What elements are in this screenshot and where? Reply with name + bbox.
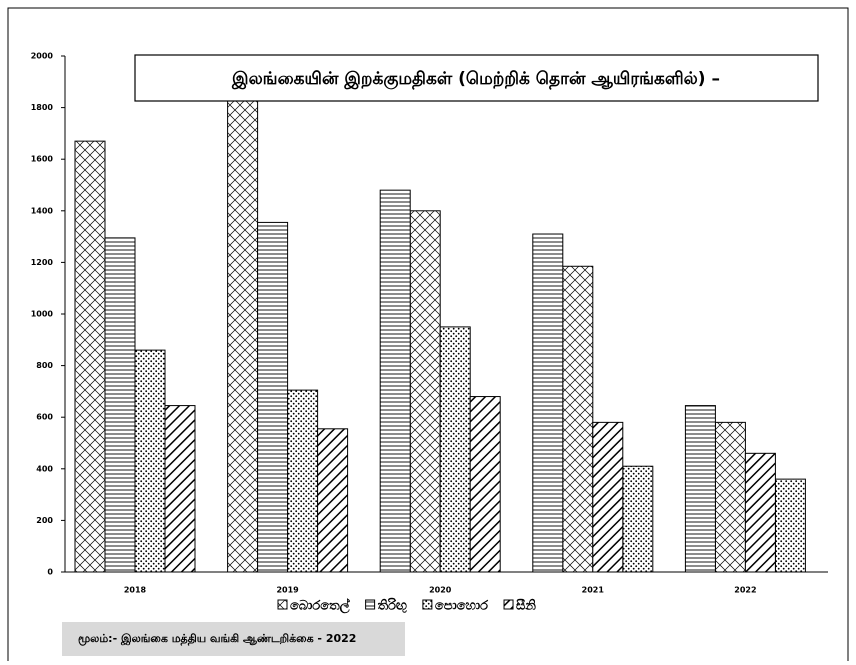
x-tick-label: 2020	[429, 586, 452, 595]
legend-label: සීනි	[516, 598, 536, 614]
bar	[439, 326, 471, 573]
y-tick-label: 1000	[31, 310, 54, 319]
x-tick-label: 2022	[734, 586, 756, 595]
bar	[104, 237, 136, 573]
bar	[164, 405, 196, 573]
bar	[714, 421, 746, 573]
legend-label: පොහොර	[435, 599, 489, 614]
bar	[257, 221, 289, 573]
y-tick-label: 0	[47, 568, 53, 577]
legend-label: බොරතෙල්	[290, 596, 351, 614]
bar	[562, 265, 594, 573]
bar	[592, 421, 624, 573]
y-tick-label: 200	[36, 516, 53, 525]
legend-swatch	[365, 599, 376, 610]
y-tick-label: 2000	[31, 52, 54, 61]
bar	[622, 465, 654, 573]
bar	[532, 233, 564, 573]
bar	[74, 140, 106, 573]
y-tick-label: 1600	[31, 155, 54, 164]
bar	[744, 452, 776, 573]
legend-swatch	[503, 599, 514, 610]
y-tick-label: 800	[36, 361, 53, 370]
bar	[317, 428, 349, 573]
legend-label: තිරිඟු	[378, 597, 407, 614]
legend-swatch	[422, 599, 433, 610]
source: மூலம்:- இலங்கை மத்திய வங்கி ஆண்டறிக்கை -…	[78, 632, 356, 646]
y-tick-label: 600	[36, 413, 53, 422]
y-tick-label: 1400	[31, 206, 54, 215]
bar	[774, 478, 806, 573]
x-tick-label: 2021	[582, 586, 605, 595]
y-tick-label: 1200	[31, 258, 54, 267]
bar	[287, 389, 319, 573]
y-tick-label: 1800	[31, 103, 54, 112]
x-tick-label: 2018	[124, 586, 147, 595]
bar	[227, 96, 259, 573]
source-box	[62, 622, 405, 656]
legend-swatch	[277, 599, 288, 610]
bar	[684, 405, 716, 573]
bar	[409, 210, 441, 573]
bar	[379, 189, 411, 573]
title-box	[134, 54, 819, 102]
bar	[469, 396, 501, 573]
frame	[7, 7, 849, 665]
chart-title: இலங்கையின் இறக்குமதிகள் (மெற்றிக் தொன் ஆ…	[231, 69, 720, 89]
bar	[134, 349, 166, 573]
x-tick-label: 2019	[276, 586, 299, 595]
y-tick-label: 400	[36, 464, 53, 473]
